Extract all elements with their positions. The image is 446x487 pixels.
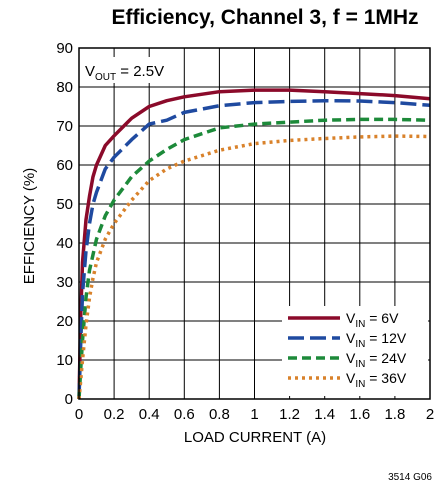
series-line-1	[77, 88, 431, 400]
y-tick-label: 60	[56, 157, 73, 174]
legend-label-suffix: = 6V	[365, 310, 399, 326]
y-tick-labels: 0 10 20 30 40 50 60 70 80 90	[56, 40, 73, 408]
series-lines	[77, 88, 431, 400]
y-tick-label: 40	[56, 235, 73, 252]
chart-title: Efficiency, Channel 3, f = 1MHz	[111, 6, 418, 29]
x-tick-label: 0.6	[174, 406, 195, 423]
legend-label-suffix: = 36V	[365, 370, 407, 386]
legend-label-suffix: = 24V	[365, 350, 407, 366]
x-tick-label: 0	[75, 406, 83, 423]
x-axis-label: LOAD CURRENT (A)	[184, 429, 326, 446]
series-line-3	[77, 117, 431, 400]
x-tick-labels: 0 0.2 0.4 0.6 0.8 1 1.2 1.4 1.6 1.8 2	[75, 406, 434, 423]
legend-label-1: VIN = 6V	[346, 310, 399, 330]
series-line-2	[77, 98, 431, 400]
legend-label-prefix: V	[346, 350, 356, 366]
legend-label-2: VIN = 12V	[346, 330, 407, 350]
legend-box	[282, 306, 428, 396]
y-axis-label: EFFICIENCY (%)	[21, 168, 38, 284]
gridlines	[79, 48, 430, 399]
vout-annotation: VOUT = 2.5V	[80, 57, 164, 83]
legend-label-4: VIN = 36V	[346, 370, 407, 390]
figure-code: 3514 G06	[388, 472, 432, 483]
x-tick-label: 0.4	[139, 406, 160, 423]
x-tick-label: 0.8	[209, 406, 230, 423]
x-tick-label: 1.6	[349, 406, 370, 423]
vout-annotation-text: VOUT = 2.5V	[85, 63, 164, 83]
y-tick-label: 20	[56, 313, 73, 330]
legend-label-prefix: V	[346, 370, 356, 386]
y-tick-label: 70	[56, 118, 73, 135]
x-tick-label: 1.2	[279, 406, 300, 423]
x-tick-label: 0.2	[104, 406, 125, 423]
x-tick-label: 1.4	[314, 406, 335, 423]
vout-annotation-box	[80, 57, 163, 83]
y-tick-label: 80	[56, 79, 73, 96]
y-tick-label: 50	[56, 196, 73, 213]
y-tick-label: 0	[65, 391, 73, 408]
plot-frame	[78, 47, 431, 400]
x-tick-label: 2	[426, 406, 434, 423]
legend-label-sub: IN	[355, 339, 365, 350]
y-tick-label: 30	[56, 274, 73, 291]
legend-label-sub: IN	[355, 379, 365, 390]
legend-label-sub: IN	[355, 359, 365, 370]
series-line-4	[77, 134, 431, 400]
y-tick-label: 10	[56, 352, 73, 369]
legend-label-suffix: = 12V	[365, 330, 407, 346]
legend-label-prefix: V	[346, 330, 356, 346]
legend-label-3: VIN = 24V	[346, 350, 407, 370]
y-tick-label: 90	[56, 40, 73, 57]
legend-label-prefix: V	[346, 310, 356, 326]
x-tick-label: 1.8	[384, 406, 405, 423]
x-tick-label: 1	[250, 406, 258, 423]
legend-label-sub: IN	[355, 319, 365, 330]
